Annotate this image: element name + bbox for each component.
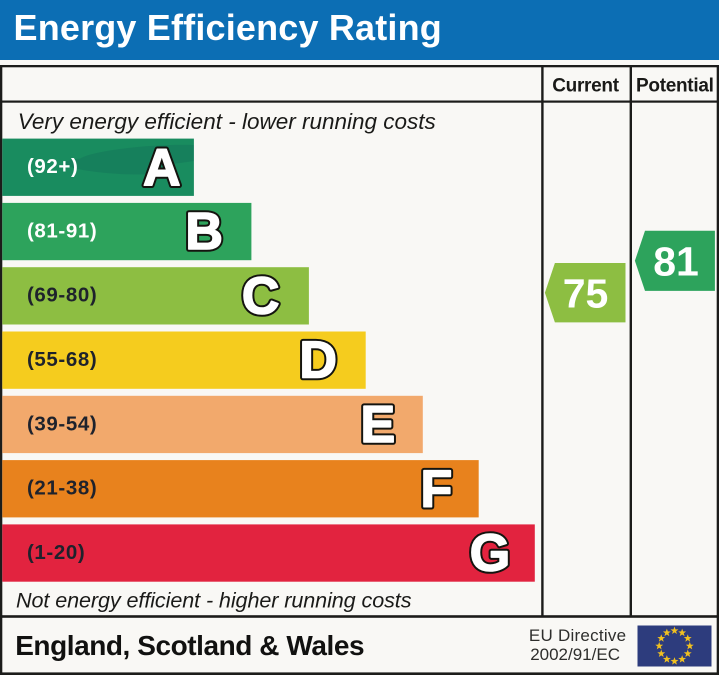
svg-text:2002/91/EC: 2002/91/EC xyxy=(530,645,620,664)
svg-text:England, Scotland & Wales: England, Scotland & Wales xyxy=(15,630,364,661)
svg-text:Not energy efficient - higher: Not energy efficient - higher running co… xyxy=(16,588,412,613)
svg-text:(1-20): (1-20) xyxy=(27,541,85,564)
svg-text:(81-91): (81-91) xyxy=(27,219,97,242)
svg-text:Energy Efficiency Rating: Energy Efficiency Rating xyxy=(14,7,442,48)
svg-text:Current: Current xyxy=(552,75,619,96)
svg-text:75: 75 xyxy=(563,271,609,317)
svg-text:E: E xyxy=(361,396,396,454)
svg-text:(21-38): (21-38) xyxy=(27,477,97,500)
svg-text:F: F xyxy=(421,460,453,518)
svg-text:(39-54): (39-54) xyxy=(27,412,97,435)
svg-text:C: C xyxy=(242,267,280,325)
svg-text:B: B xyxy=(185,203,223,261)
svg-text:G: G xyxy=(470,525,510,583)
svg-text:C: C xyxy=(242,267,280,325)
svg-text:G: G xyxy=(470,525,510,583)
svg-text:A: A xyxy=(143,139,181,197)
svg-text:Potential: Potential xyxy=(636,75,714,96)
svg-text:E: E xyxy=(361,396,396,454)
svg-text:(55-68): (55-68) xyxy=(27,348,97,371)
svg-text:D: D xyxy=(299,332,337,390)
svg-text:D: D xyxy=(299,332,337,390)
svg-text:(69-80): (69-80) xyxy=(27,284,97,307)
svg-text:81: 81 xyxy=(653,239,699,285)
svg-text:A: A xyxy=(143,139,181,197)
svg-text:F: F xyxy=(421,460,453,518)
svg-text:B: B xyxy=(185,203,223,261)
svg-text:(92+): (92+) xyxy=(27,155,78,178)
svg-text:Very energy efficient - lower: Very energy efficient - lower running co… xyxy=(18,109,436,134)
svg-text:EU Directive: EU Directive xyxy=(529,626,626,645)
